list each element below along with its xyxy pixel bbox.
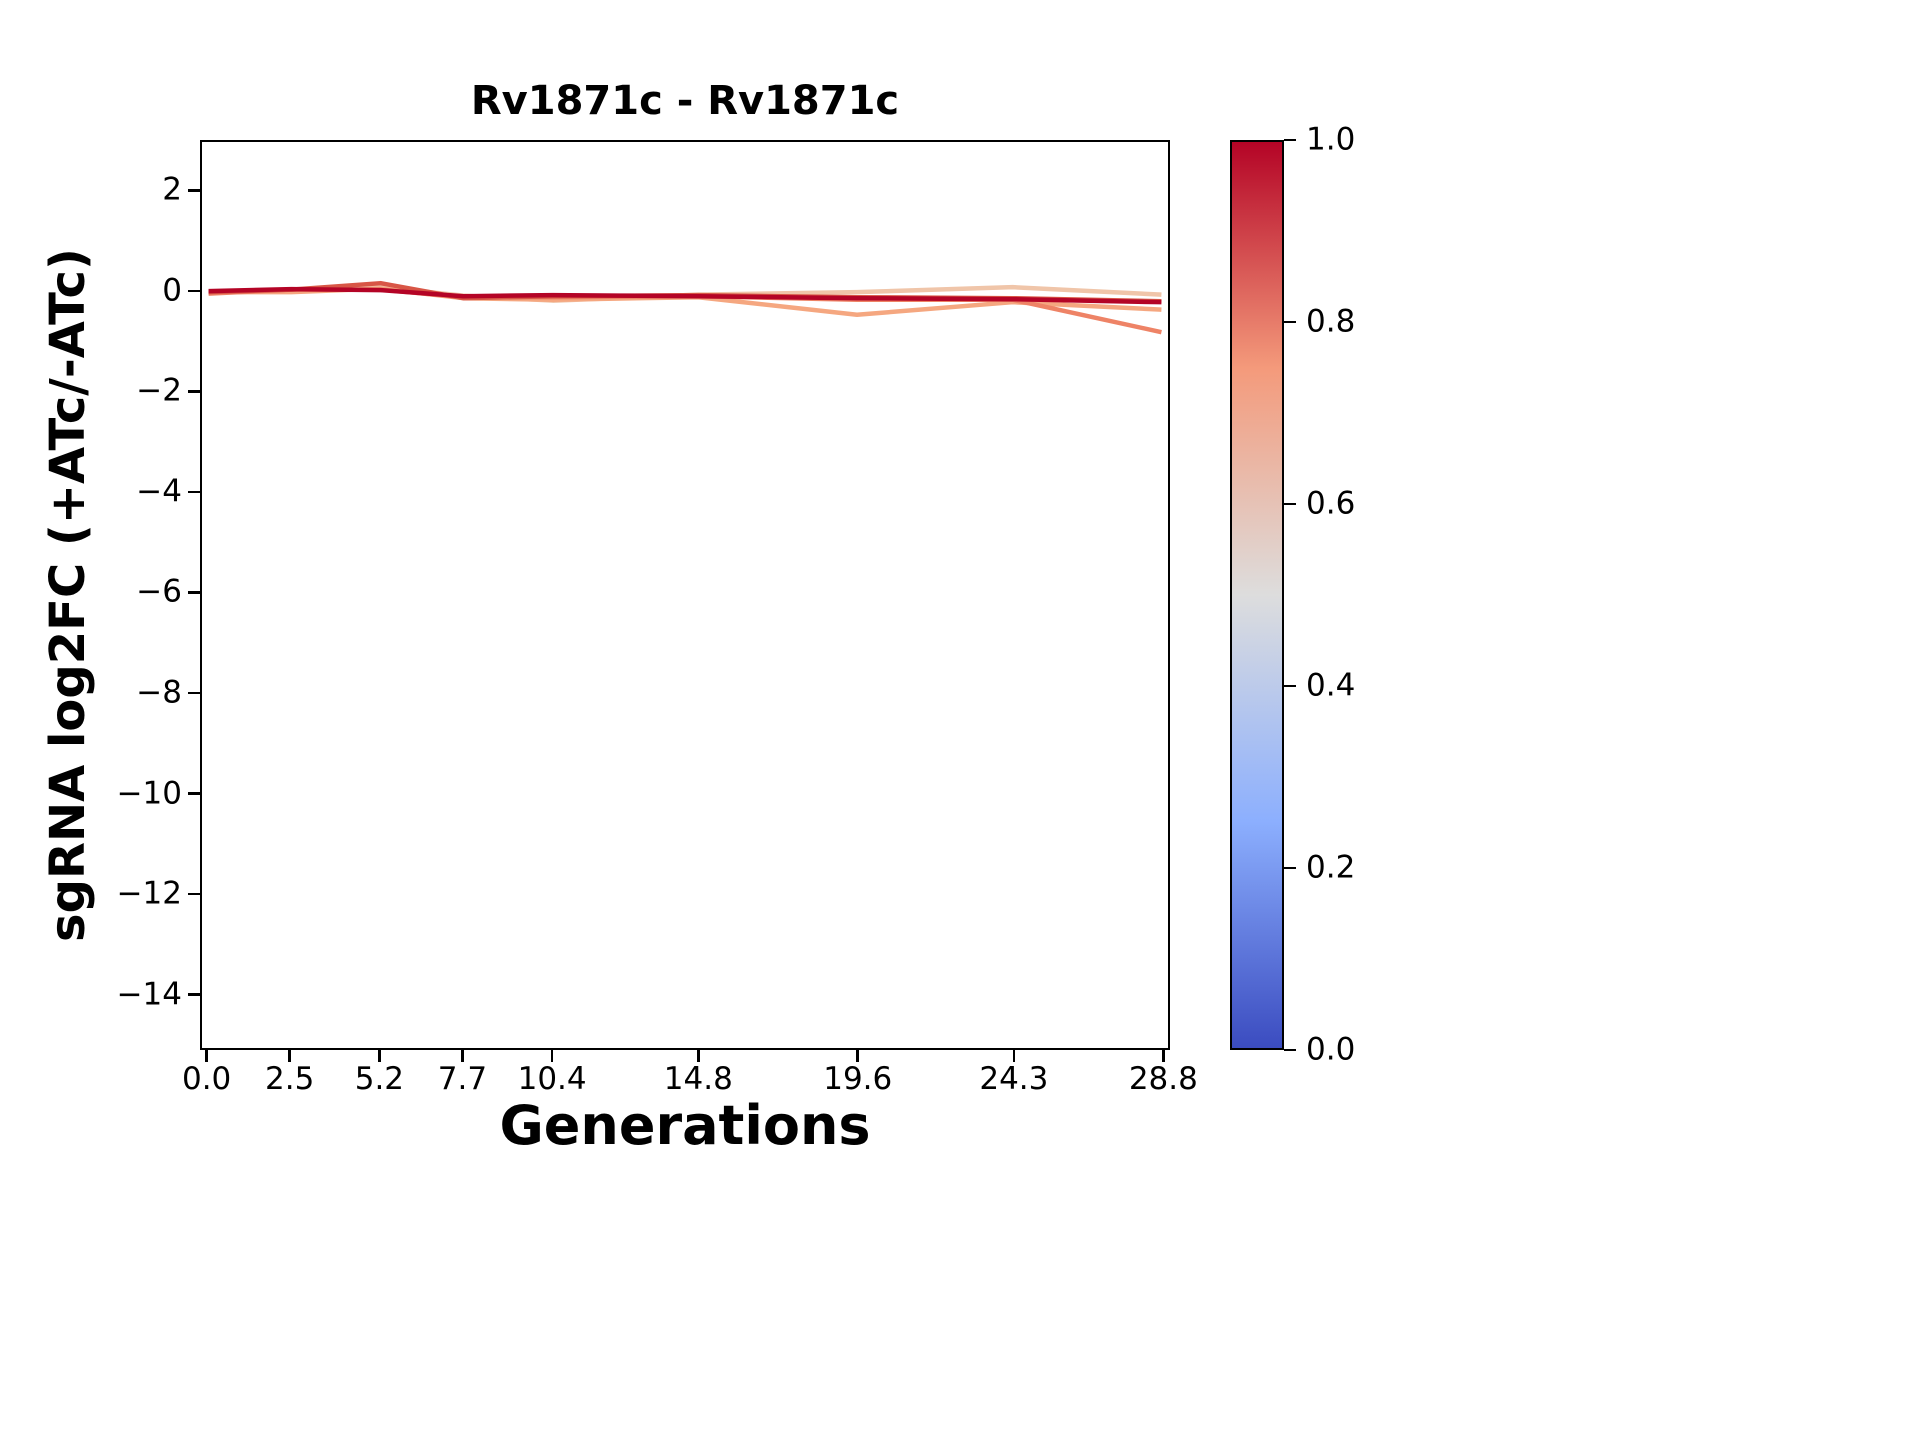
x-tick-label: 0.0 — [181, 1061, 232, 1097]
y-tick-label: −2 — [136, 372, 182, 409]
colorbar-tick-mark — [1284, 866, 1296, 870]
x-tick-label: 2.5 — [265, 1061, 315, 1097]
y-tick-mark — [188, 289, 200, 293]
x-tick-mark — [205, 1050, 208, 1062]
x-tick-label: 5.2 — [354, 1061, 405, 1097]
y-tick-label: −8 — [136, 674, 182, 711]
y-tick-label: −6 — [136, 573, 182, 610]
colorbar-tick-label: 0.2 — [1306, 849, 1356, 886]
plot-area — [200, 140, 1170, 1050]
colorbar-tick-mark — [1284, 684, 1296, 688]
y-tick-mark — [188, 490, 200, 494]
y-tick-label: −10 — [116, 775, 182, 812]
y-tick-label: −14 — [116, 976, 182, 1013]
colorbar-tick-label: 0.8 — [1306, 303, 1356, 340]
colorbar-tick-mark — [1284, 502, 1296, 506]
x-tick-label: 24.3 — [979, 1061, 1049, 1097]
x-tick-mark — [550, 1050, 554, 1062]
colorbar — [1230, 140, 1284, 1050]
y-tick-label: 0 — [162, 272, 182, 309]
x-tick-mark — [1162, 1050, 1165, 1062]
colorbar-tick-label: 0.6 — [1306, 485, 1356, 522]
y-tick-label: 2 — [162, 171, 182, 208]
series-line-sgrna-5 — [208, 286, 1162, 305]
y-tick-mark — [188, 993, 200, 996]
x-tick-label: 28.8 — [1128, 1061, 1198, 1097]
x-tick-label: 14.8 — [663, 1061, 733, 1097]
x-tick-mark — [856, 1050, 859, 1062]
x-tick-mark — [1012, 1050, 1016, 1062]
x-axis-label: Generations — [499, 1094, 871, 1157]
x-tick-label: 10.4 — [517, 1061, 587, 1097]
y-tick-label: −12 — [116, 875, 182, 912]
colorbar-tick-label: 1.0 — [1306, 121, 1356, 158]
y-tick-mark — [188, 792, 200, 795]
y-tick-mark — [188, 591, 200, 594]
y-tick-label: −4 — [136, 473, 182, 510]
colorbar-tick-mark — [1284, 320, 1296, 324]
colorbar-tick-mark — [1284, 1048, 1296, 1052]
y-tick-mark — [188, 189, 200, 192]
y-tick-mark — [188, 892, 200, 896]
x-tick-label: 19.6 — [823, 1061, 893, 1097]
x-tick-mark — [378, 1050, 381, 1062]
line-series-canvas — [208, 280, 1162, 335]
x-tick-mark — [461, 1050, 464, 1062]
y-tick-mark — [188, 390, 200, 393]
colorbar-tick-label: 0.0 — [1306, 1031, 1356, 1068]
y-tick-mark — [188, 691, 200, 695]
x-tick-mark — [288, 1050, 291, 1062]
x-tick-mark — [697, 1050, 700, 1062]
colorbar-tick-mark — [1284, 138, 1296, 142]
chart-title: Rv1871c - Rv1871c — [470, 78, 900, 124]
colorbar-tick-label: 0.4 — [1306, 667, 1356, 704]
x-tick-label: 7.7 — [437, 1061, 488, 1097]
